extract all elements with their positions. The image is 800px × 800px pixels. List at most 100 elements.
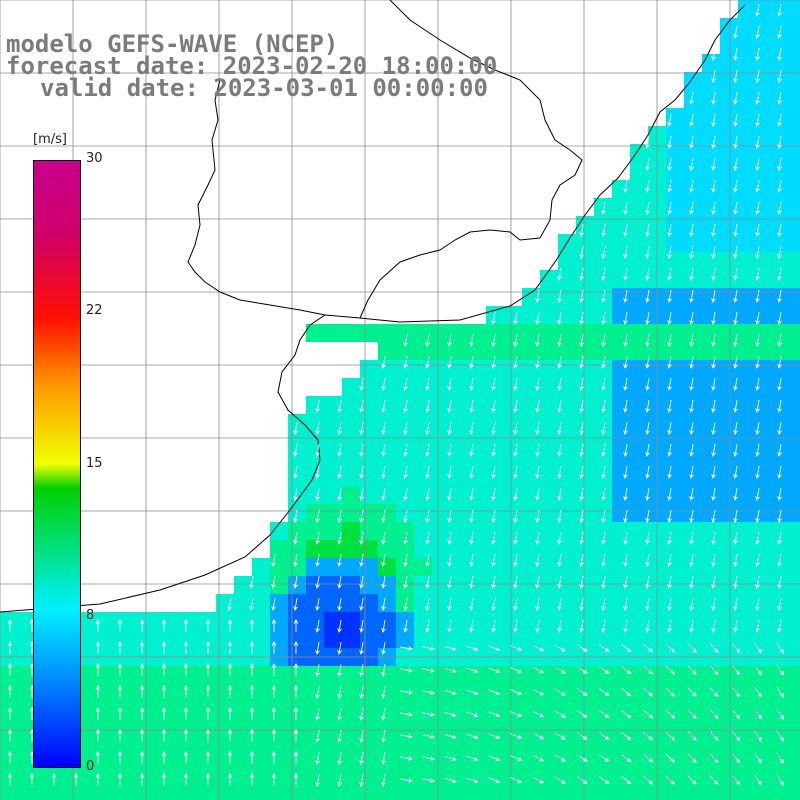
wind-arrow: [444, 711, 457, 717]
wind-speed-cell: [774, 396, 792, 414]
wind-speed-cell: [774, 36, 792, 54]
wind-speed-cell: [576, 630, 594, 648]
wind-speed-cell: [342, 630, 360, 648]
wind-speed-cell: [198, 702, 216, 720]
wind-speed-cell: [774, 54, 792, 72]
wind-arrow: [645, 378, 650, 391]
wind-arrow: [754, 642, 763, 654]
wind-speed-cell: [576, 414, 594, 432]
wind-speed-cell: [450, 558, 468, 576]
wind-speed-cell: [576, 360, 594, 378]
wind-arrow: [205, 641, 211, 654]
wind-speed-cell: [738, 36, 756, 54]
wind-speed-cell: [378, 432, 396, 450]
wind-speed-cell: [630, 288, 648, 306]
wind-arrow: [400, 734, 413, 739]
wind-speed-cell: [756, 288, 774, 306]
wind-arrow: [139, 685, 145, 698]
wind-arrow: [359, 774, 364, 787]
wind-arrow: [403, 378, 408, 391]
wind-speed-cell: [630, 612, 648, 630]
wind-speed-cell: [702, 72, 720, 90]
wind-speed-cell: [774, 684, 792, 702]
wind-speed-cell: [684, 270, 702, 288]
wind-speed-cell: [630, 432, 648, 450]
wind-speed-cell: [180, 738, 198, 756]
wind-speed-cell: [738, 468, 756, 486]
wind-speed-cell: [180, 720, 198, 738]
wind-arrow: [689, 466, 694, 479]
wind-arrow: [183, 751, 189, 764]
wind-speed-cell: [792, 612, 800, 630]
wind-speed-cell: [180, 612, 198, 630]
wind-speed-cell: [792, 54, 800, 72]
wind-speed-cell: [720, 234, 738, 252]
wind-speed-cell: [216, 612, 234, 630]
wind-speed-cell: [576, 450, 594, 468]
wind-speed-cell: [666, 774, 684, 792]
wind-arrow: [381, 620, 386, 633]
wind-speed-cell: [432, 396, 450, 414]
wind-arrow: [645, 334, 650, 347]
wind-arrow: [755, 70, 760, 83]
wind-speed-cell: [468, 342, 486, 360]
wind-speed-cell: [684, 486, 702, 504]
wind-speed-cell: [486, 468, 504, 486]
wind-speed-cell: [684, 342, 702, 360]
wind-speed-cell: [594, 288, 612, 306]
wind-speed-cell: [378, 342, 396, 360]
wind-speed-cell: [630, 162, 648, 180]
wind-arrow: [731, 730, 741, 742]
wind-speed-cell: [342, 396, 360, 414]
wind-arrow: [469, 576, 474, 589]
wind-speed-cell: [756, 252, 774, 270]
wind-arrow: [601, 356, 606, 369]
wind-arrow: [777, 92, 782, 105]
wind-arrow: [532, 688, 545, 696]
wind-speed-cell: [504, 396, 522, 414]
wind-speed-cell: [378, 576, 396, 594]
wind-speed-cell: [612, 522, 630, 540]
wind-arrow: [532, 754, 545, 762]
wind-speed-cell: [792, 90, 800, 108]
wind-speed-cell: [162, 774, 180, 792]
wind-speed-cell: [612, 468, 630, 486]
wind-speed-cell: [216, 738, 234, 756]
wind-arrow: [403, 598, 408, 611]
wind-speed-cell: [324, 450, 342, 468]
wind-arrow: [689, 444, 694, 457]
wind-speed-cell: [504, 450, 522, 468]
wind-speed-cell: [306, 792, 324, 800]
wind-arrow: [689, 180, 694, 193]
wind-speed-cell: [594, 612, 612, 630]
wind-arrow: [491, 400, 496, 413]
wind-arrow: [359, 598, 364, 611]
wind-arrow: [755, 26, 760, 39]
wind-arrow: [7, 663, 13, 676]
wind-speed-cell: [738, 54, 756, 72]
wind-speed-cell: [378, 612, 396, 630]
wind-arrow: [315, 488, 320, 501]
wind-speed-cell: [558, 396, 576, 414]
wind-arrow: [601, 202, 606, 215]
wind-arrow: [315, 510, 320, 523]
wind-speed-cell: [270, 738, 288, 756]
wind-speed-cell: [342, 756, 360, 774]
wind-speed-cell: [630, 594, 648, 612]
wind-speed-cell: [414, 594, 432, 612]
wind-speed-cell: [396, 792, 414, 800]
wind-speed-cell: [432, 720, 450, 738]
wind-arrow: [554, 754, 567, 762]
wind-speed-cell: [558, 576, 576, 594]
wind-speed-cell: [414, 414, 432, 432]
wind-arrow: [601, 532, 606, 545]
wind-speed-cell: [378, 738, 396, 756]
wind-speed-cell: [252, 738, 270, 756]
wind-arrow: [755, 290, 760, 303]
wind-speed-cell: [0, 666, 18, 684]
wind-speed-cell: [396, 612, 414, 630]
wind-arrow: [337, 532, 342, 545]
wind-arrow: [755, 444, 760, 457]
wind-speed-cell: [756, 324, 774, 342]
wind-speed-cell: [396, 558, 414, 576]
